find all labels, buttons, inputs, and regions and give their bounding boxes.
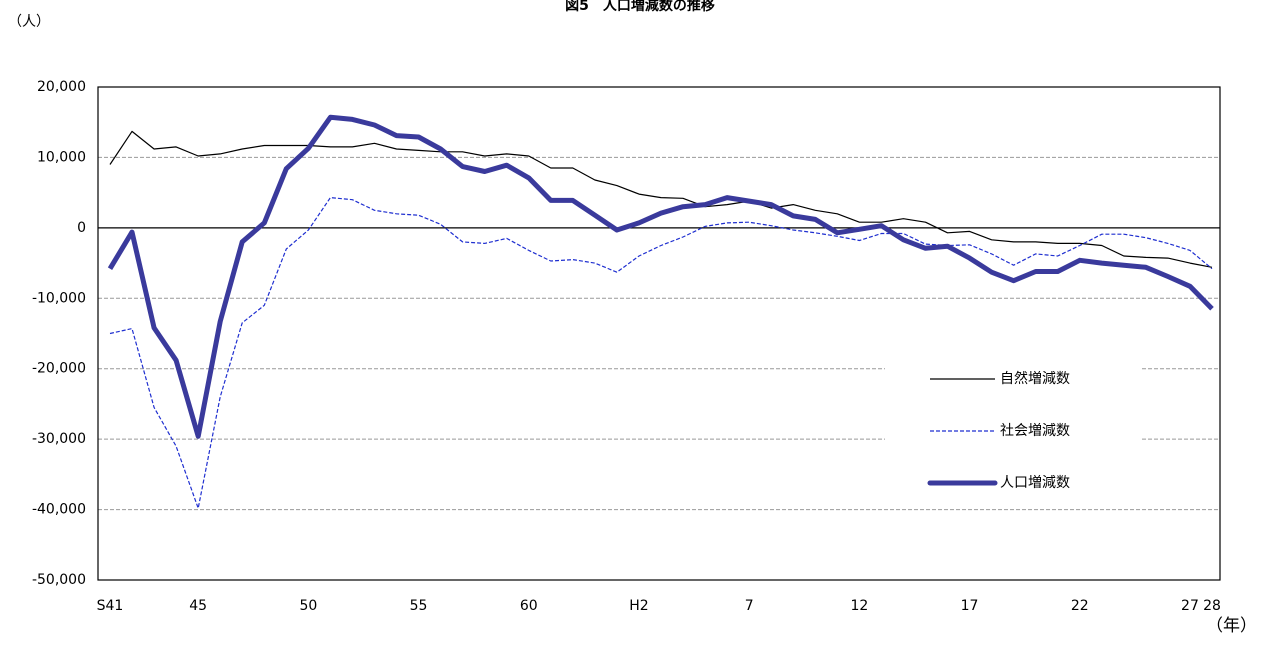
x-tick-label: 55 [410,598,428,614]
x-tick-label: 45 [189,598,207,614]
x-tick-label: 60 [520,598,538,614]
legend-label: 自然増減数 [1000,370,1070,387]
legend-label: 社会増減数 [1000,422,1070,439]
y-tick-label: -40,000 [32,502,86,518]
y-tick-label: -20,000 [32,361,86,377]
x-tick-label: 28 [1203,598,1221,614]
x-unit: （年） [1206,616,1257,636]
x-tick-label: 12 [850,598,868,614]
y-tick-label: -50,000 [32,572,86,588]
y-unit: （人） [8,14,50,30]
y-tick-label: 0 [77,220,86,236]
y-tick-label: -30,000 [32,431,86,447]
x-tick-label: 17 [961,598,979,614]
x-tick-label: 22 [1071,598,1089,614]
x-tick-label: 50 [299,598,317,614]
y-tick-label: 10,000 [37,149,86,165]
plot-border [97,86,1221,581]
series-line [109,130,1213,268]
x-tick-label: 27 [1181,598,1199,614]
series-line [109,197,1213,509]
series-line [107,114,1214,439]
x-tick-label: 7 [745,598,754,614]
x-tick-label: H2 [629,598,648,614]
y-tick-label: 20,000 [37,79,86,95]
x-tick-label: S41 [97,598,124,614]
chart-title: 図5 人口増減数の推移 [565,0,715,14]
legend-label: 人口増減数 [1000,474,1070,491]
legend-box [885,348,1140,498]
y-tick-label: -10,000 [32,290,86,306]
